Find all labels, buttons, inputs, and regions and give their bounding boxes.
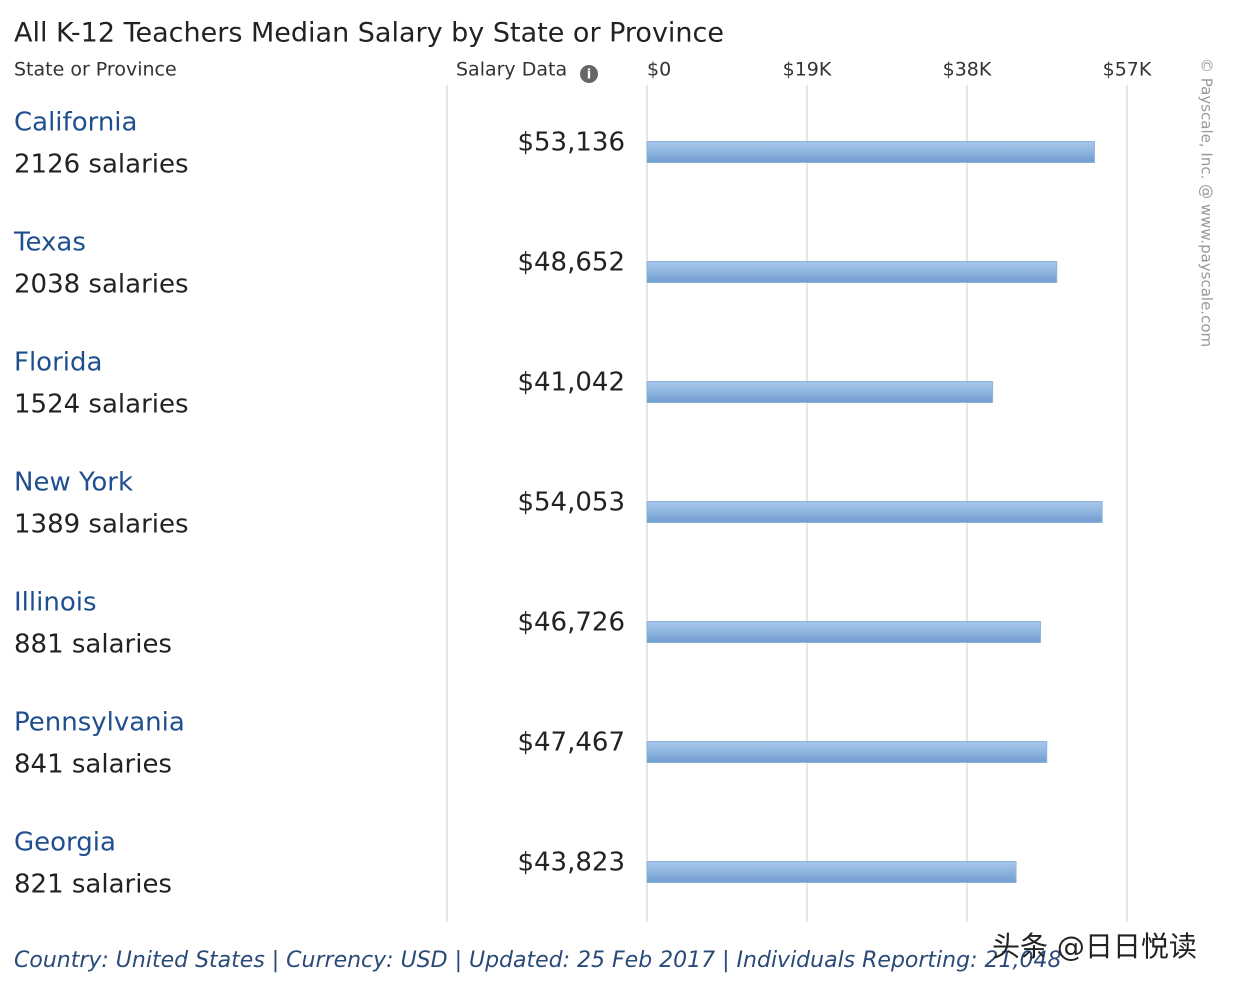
category-label: New York [14, 468, 133, 498]
svg-text:i: i [587, 68, 591, 83]
category-label: Pennsylvania [14, 708, 185, 738]
category-label: Texas [13, 228, 86, 258]
watermark: 头条 @日日悦读 [992, 930, 1197, 963]
category-note: 821 salaries [14, 870, 172, 900]
chart-title: All K-12 Teachers Median Salary by State… [14, 18, 724, 49]
copyright: © Payscale, Inc. @ www.payscale.com [1198, 58, 1216, 347]
x-tick-label: $0 [647, 59, 671, 81]
value-label: $46,726 [517, 608, 625, 638]
category-note: 881 salaries [14, 630, 172, 660]
category-header: State or Province [14, 59, 177, 81]
bar [646, 501, 1103, 523]
value-label: $43,823 [517, 848, 625, 878]
bar [646, 741, 1048, 763]
footer: Country: United States | Currency: USD |… [14, 948, 1061, 973]
bar [646, 381, 994, 403]
x-tick-label: $38K [943, 59, 992, 81]
category-note: 1524 salaries [14, 390, 189, 420]
x-tick-label: $19K [783, 59, 832, 81]
x-tick-label: $57K [1103, 59, 1152, 81]
info-icon[interactable]: i [580, 65, 598, 83]
value-label: $47,467 [517, 728, 625, 758]
bar [646, 261, 1058, 283]
value-label: $48,652 [517, 248, 625, 278]
category-note: 1389 salaries [14, 510, 189, 540]
bar [646, 861, 1017, 883]
category-label: California [14, 108, 137, 138]
value-header: Salary Data [456, 59, 567, 81]
category-note: 841 salaries [14, 750, 172, 780]
bar [646, 141, 1095, 163]
value-label: $41,042 [517, 368, 625, 398]
category-label: Illinois [14, 588, 97, 618]
category-label: Florida [14, 348, 102, 378]
category-label: Georgia [14, 828, 116, 858]
category-note: 2126 salaries [14, 150, 189, 180]
bar [646, 621, 1041, 643]
category-note: 2038 salaries [14, 270, 189, 300]
value-label: $54,053 [517, 488, 625, 518]
value-label: $53,136 [517, 128, 625, 158]
